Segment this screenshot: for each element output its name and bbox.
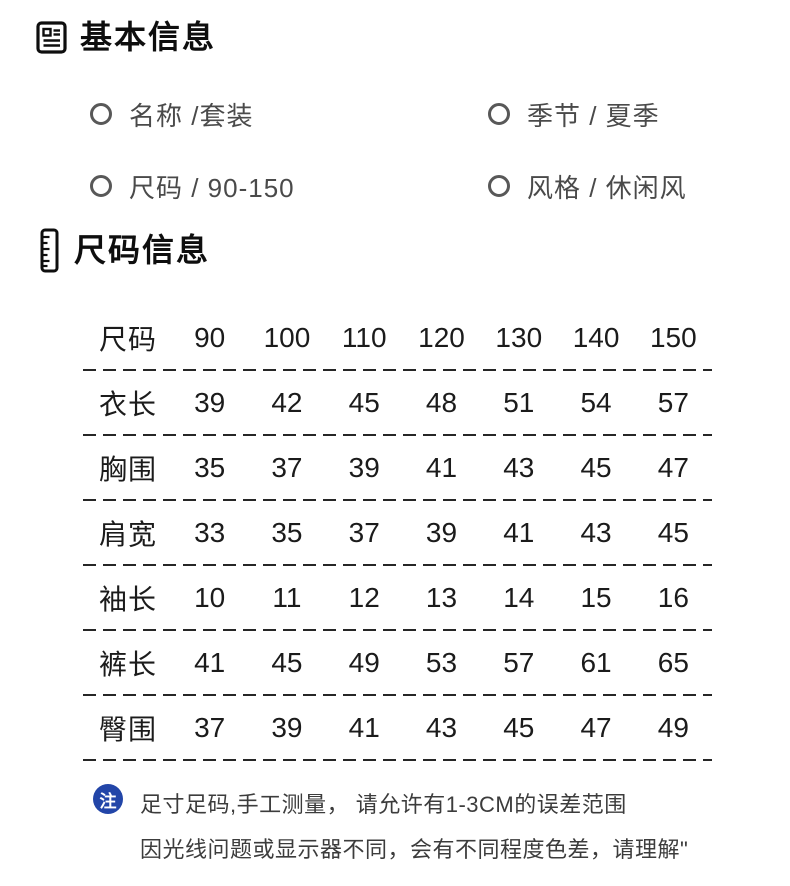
size-value-cell: 42 [271, 386, 303, 418]
note-badge-icon: 注 [93, 784, 123, 814]
circle-bullet-icon [488, 103, 510, 125]
size-value-cell: 130 [495, 321, 543, 353]
basic-info-item-label: 尺码 / 90-150 [129, 172, 295, 203]
size-row-label: 胸围 [99, 453, 158, 485]
size-value-cell: 150 [649, 321, 697, 353]
size-table-row: 袖长 10 11 12 13 14 15 16 [83, 566, 712, 629]
size-row-label: 尺码 [99, 323, 158, 355]
size-value-cell: 41 [503, 516, 535, 548]
dashed-divider [83, 564, 712, 566]
size-value-cell: 45 [657, 516, 689, 548]
size-value-cell: 35 [271, 516, 303, 548]
size-value-cell: 110 [341, 321, 387, 353]
size-value-cell: 100 [263, 321, 311, 353]
size-value-cell: 45 [503, 711, 535, 743]
dashed-divider [83, 629, 712, 631]
size-value-cell: 13 [425, 581, 458, 613]
size-value-cell: 53 [425, 646, 458, 678]
size-row-label: 臀围 [99, 713, 158, 745]
size-value-cell: 47 [580, 711, 612, 743]
document-lines-icon [36, 21, 67, 54]
size-value-cell: 51 [503, 386, 535, 418]
circle-bullet-icon [90, 175, 112, 197]
size-value-cell: 47 [657, 451, 689, 483]
basic-info-item-style: 风格 / 休闲风 [488, 168, 752, 205]
circle-bullet-icon [488, 175, 510, 197]
dashed-divider [83, 694, 712, 696]
dashed-divider [83, 499, 712, 501]
basic-info-item-name: 名称 /套装 [90, 96, 488, 133]
size-value-cell: 11 [272, 581, 302, 613]
size-value-cell: 10 [194, 581, 226, 613]
note-line: 因光线问题或显示器不同，会有不同程度色差，请理解" [140, 837, 689, 862]
size-row-label: 衣长 [99, 388, 158, 420]
size-table-row: 臀围 37 39 41 43 45 47 49 [83, 696, 712, 759]
size-table: 尺码 90 100 110 120 130 140 150 衣长 39 42 45 48 51 54 57 胸围… [83, 306, 712, 761]
size-value-cell: 37 [348, 516, 380, 548]
size-value-cell: 39 [271, 711, 303, 743]
size-value-cell: 41 [194, 646, 226, 678]
basic-info-item-label: 名称 /套装 [129, 100, 254, 131]
size-value-cell: 49 [348, 646, 380, 678]
size-row-label: 裤长 [99, 648, 158, 680]
size-value-cell: 16 [657, 581, 689, 613]
basic-info-item-size: 尺码 / 90-150 [90, 168, 488, 205]
size-value-cell: 61 [580, 646, 612, 678]
basic-info-item-season: 季节 / 夏季 [488, 96, 752, 133]
size-value-cell: 39 [425, 516, 458, 548]
size-table-row: 胸围 35 37 39 41 43 45 47 [83, 436, 712, 499]
size-value-cell: 45 [348, 386, 380, 418]
size-value-cell: 12 [348, 581, 380, 613]
size-value-cell: 43 [503, 451, 535, 483]
size-value-cell: 45 [271, 646, 303, 678]
size-value-cell: 37 [271, 451, 303, 483]
size-value-cell: 37 [194, 711, 226, 743]
size-value-cell: 39 [348, 451, 380, 483]
size-value-cell: 33 [194, 516, 226, 548]
size-value-cell: 41 [425, 451, 458, 483]
size-value-cell: 54 [580, 386, 612, 418]
dashed-divider [83, 759, 712, 761]
basic-info-item-label: 季节 / 夏季 [527, 100, 660, 131]
size-value-cell: 15 [580, 581, 612, 613]
size-value-cell: 49 [657, 711, 689, 743]
size-value-cell: 48 [425, 386, 458, 418]
size-row-label: 肩宽 [99, 518, 158, 550]
note-section: 注 足寸足码,手工测量， 请允许有1-3CM的误差范围 因光线问题或显示器不同，… [93, 782, 688, 872]
basic-info-title: 基本信息 [80, 19, 217, 55]
size-value-cell: 57 [503, 646, 535, 678]
size-value-cell: 45 [580, 451, 612, 483]
dashed-divider [83, 369, 712, 371]
size-table-row: 衣长 39 42 45 48 51 54 57 [83, 371, 712, 434]
size-value-cell: 39 [194, 386, 226, 418]
size-value-cell: 43 [580, 516, 612, 548]
size-value-cell: 140 [572, 321, 620, 353]
dashed-divider [83, 434, 712, 436]
note-text: 足寸足码,手工测量， 请允许有1-3CM的误差范围 因光线问题或显示器不同，会有… [140, 782, 688, 872]
circle-bullet-icon [90, 103, 112, 125]
size-value-cell: 41 [348, 711, 380, 743]
size-table-row: 肩宽 33 35 37 39 41 43 45 [83, 501, 712, 564]
size-value-cell: 35 [194, 451, 226, 483]
basic-info-item-label: 风格 / 休闲风 [527, 172, 687, 203]
size-value-cell: 65 [657, 646, 689, 678]
size-info-header: 尺码信息 [40, 228, 210, 273]
size-value-cell: 57 [657, 386, 689, 418]
size-value-cell: 43 [425, 711, 458, 743]
ruler-icon [40, 228, 59, 273]
basic-info-list: 名称 /套装 季节 / 夏季 尺码 / 90-150 风格 / 休闲风 [90, 78, 752, 222]
size-value-cell: 14 [503, 581, 535, 613]
basic-info-header: 基本信息 [36, 19, 217, 55]
size-table-row: 裤长 41 45 49 53 57 61 65 [83, 631, 712, 694]
note-line: 足寸足码,手工测量， 请允许有1-3CM的误差范围 [140, 792, 627, 817]
size-info-title: 尺码信息 [74, 231, 211, 268]
size-table-header-row: 尺码 90 100 110 120 130 140 150 [83, 306, 712, 369]
size-row-label: 袖长 [99, 583, 158, 615]
size-value-cell: 90 [194, 321, 226, 353]
size-value-cell: 120 [418, 321, 465, 353]
